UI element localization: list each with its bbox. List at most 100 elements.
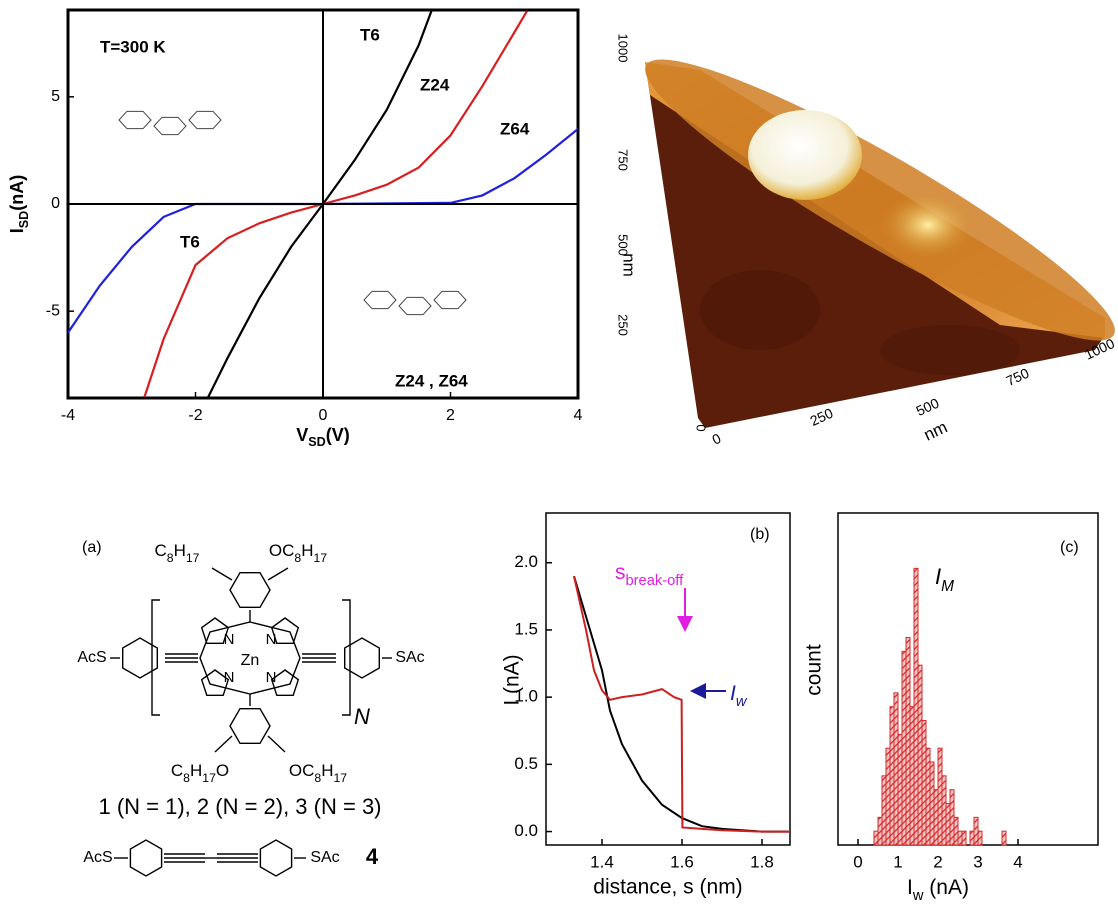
x-axis-label-sub: w [912, 888, 924, 904]
histogram-bar [901, 650, 907, 846]
structure-label: OC8H17 [269, 541, 327, 565]
structure-label: Zn [241, 652, 260, 669]
formula-part: 8 [183, 771, 190, 785]
y-tick-label: 1.5 [514, 619, 538, 638]
benzene-ring [259, 839, 293, 877]
afm-tick-label: 1000 [616, 34, 631, 63]
afm-tick-label: 500 [913, 395, 941, 419]
molecule-sketch [118, 110, 222, 136]
curve-label: T6 [360, 25, 380, 44]
annotation-main: s [615, 561, 626, 584]
formula-part: H [321, 761, 333, 780]
afm-axis-unit: nm [921, 417, 950, 444]
formula-part: H [190, 761, 202, 780]
histogram-bar [969, 830, 975, 846]
y-tick-label: 5 [51, 88, 60, 105]
structure-label: C8H17O [171, 761, 229, 785]
x-tick-label: -4 [61, 407, 75, 424]
data-line [573, 575, 790, 833]
structure-label: N [266, 631, 277, 648]
y-axis-label-main: I [7, 228, 27, 233]
afm-tick-label: 0 [710, 430, 724, 448]
afm-axis-unit: nm [620, 253, 639, 277]
histogram-bar [977, 830, 983, 846]
annotation: T6 [180, 232, 200, 251]
histogram-bar [945, 803, 951, 846]
structure-label: AcS [83, 849, 112, 866]
afm-tick-label: 250 [616, 314, 631, 336]
x-axis-label-rest: (V) [326, 425, 350, 445]
y-axis-label: count [803, 644, 826, 696]
histogram-bar [929, 761, 935, 846]
x-tick-label: 2 [446, 407, 455, 424]
ring [188, 110, 222, 130]
pyrrole-ring [270, 617, 300, 644]
benzene-ring [229, 708, 271, 744]
structure-label: SAc [310, 849, 339, 866]
annotation-sub: break-off [626, 573, 685, 589]
histogram-bar [913, 567, 919, 846]
histogram-bar [933, 789, 939, 846]
x-tick-label: 1.4 [590, 852, 614, 871]
y-tick-label: 0.0 [514, 821, 538, 840]
y-axis-label: ISD(nA) [7, 175, 32, 234]
plot-frame [545, 512, 791, 846]
y-tick-label: 0 [51, 195, 60, 212]
pyrrole-ring [200, 669, 230, 696]
compound-caption: 1 (N = 1), 2 (N = 2), 3 (N = 3) [98, 794, 381, 819]
annotation: sbreak-off [615, 561, 684, 589]
formula-part: 17 [333, 771, 347, 785]
ring [433, 290, 467, 310]
x-tick-label: 1.6 [670, 852, 694, 871]
x-axis-label: VSD(V) [296, 425, 350, 450]
histogram-bar [925, 747, 931, 846]
histogram-bar [961, 830, 967, 846]
afm-tick-label: 500 [616, 234, 631, 256]
x-tick-label: 4 [1013, 852, 1022, 871]
panel-label: (a) [82, 539, 102, 556]
structure-label: SAc [395, 649, 424, 666]
histogram-bar [949, 789, 955, 846]
ring [118, 110, 152, 130]
histogram-bar [897, 733, 903, 846]
y-tick-label: -5 [46, 302, 60, 319]
y-tick-label: 1.0 [514, 687, 538, 706]
formula-part: 8 [314, 771, 321, 785]
histogram-bar [893, 692, 899, 846]
panel-label: (b) [750, 526, 770, 543]
afm-tick-label: 750 [1003, 365, 1031, 389]
formula-part: H [301, 541, 313, 560]
plot-frame [837, 512, 1099, 846]
histogram-bar [1001, 830, 1007, 846]
formula-part: OC [289, 761, 315, 780]
histogram-bar [973, 816, 979, 846]
bond [267, 735, 286, 753]
structure-label: N [266, 669, 277, 686]
annotation-main: I [935, 564, 941, 589]
pyrrole-ring [200, 617, 230, 644]
x-tick-label: 0 [319, 407, 328, 424]
structure-label: N [354, 704, 370, 729]
structure-label: OC8H17 [289, 761, 347, 785]
ring [363, 290, 397, 310]
y-tick-label: 0.5 [514, 754, 538, 773]
annotation-sub: M [941, 578, 954, 595]
x-tick-label: 1 [893, 852, 902, 871]
formula-part: O [216, 761, 229, 780]
formula-part: 17 [202, 771, 216, 785]
formula-part: H [174, 541, 186, 560]
formula-part: 17 [313, 551, 327, 565]
x-tick-label: 3 [973, 852, 982, 871]
afm-tick-label: 0 [694, 424, 709, 431]
benzene-ring [229, 572, 271, 608]
histogram-bar [881, 775, 887, 846]
curve-label: Z24 [420, 75, 450, 94]
x-tick-label: -2 [188, 407, 202, 424]
structure-label: AcS [77, 649, 106, 666]
curve-label: Z64 [500, 119, 530, 138]
histogram-bar [885, 747, 891, 846]
bracket [151, 599, 160, 716]
formula-part: C [155, 541, 167, 560]
bracket [342, 599, 351, 716]
structure-label: N [224, 631, 235, 648]
